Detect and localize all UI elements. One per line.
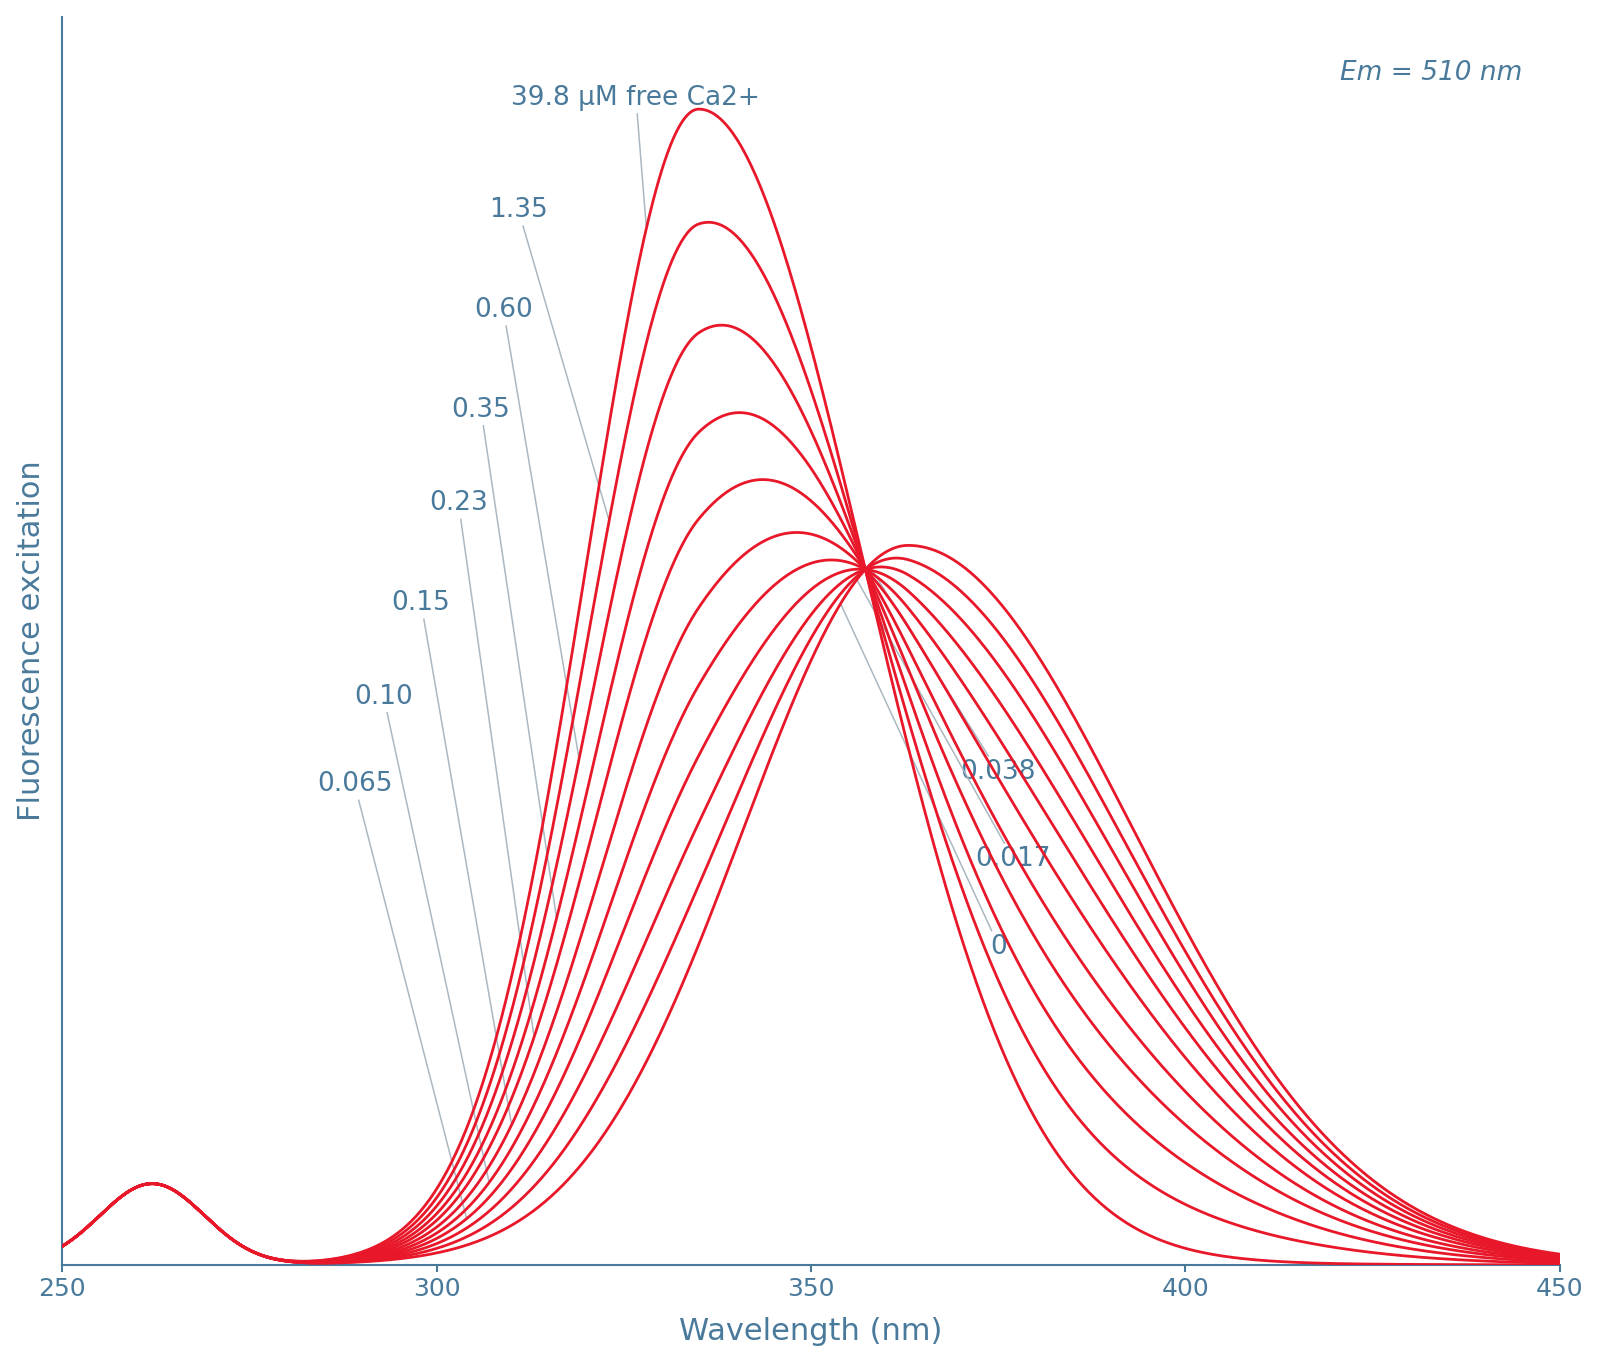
Text: 39.8 μM free Ca2+: 39.8 μM free Ca2+	[512, 85, 760, 226]
Text: 0.15: 0.15	[392, 590, 512, 1124]
Y-axis label: Fluorescence excitation: Fluorescence excitation	[16, 461, 46, 821]
Text: 0.35: 0.35	[451, 397, 557, 917]
Text: 0: 0	[842, 604, 1008, 960]
Text: 0.038: 0.038	[870, 568, 1037, 785]
Text: 0.10: 0.10	[354, 684, 490, 1182]
Text: 0.23: 0.23	[429, 491, 534, 1036]
Text: 0.065: 0.065	[317, 771, 467, 1219]
Text: 0.60: 0.60	[474, 297, 579, 758]
Text: Em = 510 nm: Em = 510 nm	[1339, 60, 1522, 86]
Text: 0.017: 0.017	[856, 578, 1051, 872]
Text: 1.35: 1.35	[490, 198, 610, 519]
X-axis label: Wavelength (nm): Wavelength (nm)	[680, 1317, 942, 1347]
